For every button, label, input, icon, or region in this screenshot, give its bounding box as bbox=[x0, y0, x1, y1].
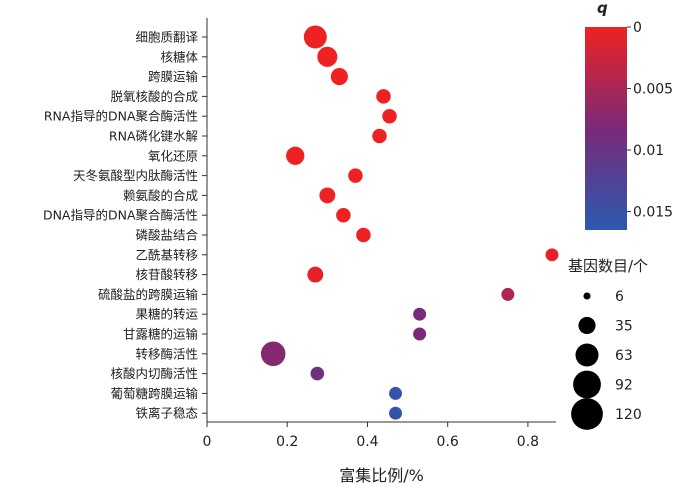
size-legend-title: 基因数目/个 bbox=[568, 257, 648, 275]
data-point bbox=[319, 187, 336, 204]
size-legend-label: 92 bbox=[615, 378, 633, 394]
colorbar-tick-label: 0.015 bbox=[633, 205, 673, 221]
size-legend-circle bbox=[573, 370, 601, 399]
size-legend-label: 63 bbox=[615, 348, 633, 364]
size-legend-circle bbox=[578, 316, 596, 335]
x-tick-label: 0.8 bbox=[517, 434, 539, 450]
x-tick-label: 0 bbox=[203, 434, 212, 450]
data-point bbox=[356, 227, 371, 243]
size-legend-label: 120 bbox=[615, 407, 642, 423]
colorbar bbox=[585, 27, 627, 230]
y-tick-label: 核酸内切酶活性 bbox=[110, 366, 198, 381]
data-point bbox=[501, 287, 515, 301]
y-tick-label: 跨膜运输 bbox=[148, 69, 199, 84]
y-tick-label: 细胞质翻译 bbox=[135, 30, 198, 45]
size-legend-circle bbox=[575, 343, 599, 367]
data-point bbox=[286, 146, 305, 165]
y-tick-label: 果糖的转运 bbox=[135, 307, 198, 322]
data-point bbox=[330, 68, 348, 86]
y-tick-label: 乙酰基转移 bbox=[135, 247, 198, 262]
y-tick-label: DNA指导的DNA聚合酶活性 bbox=[43, 208, 198, 223]
x-tick-label: 0.6 bbox=[437, 434, 459, 450]
data-point bbox=[389, 406, 403, 420]
data-point bbox=[413, 327, 427, 341]
x-tick-label: 0.4 bbox=[356, 434, 378, 450]
y-tick-label: 核糖体 bbox=[160, 49, 198, 64]
y-tick-label: 天冬氨酸型内肽酶活性 bbox=[73, 168, 198, 183]
data-point bbox=[545, 248, 559, 262]
y-tick-label: 甘露糖的运输 bbox=[123, 327, 199, 342]
x-tick-label: 0.2 bbox=[276, 434, 298, 450]
data-point bbox=[376, 89, 391, 104]
data-point bbox=[310, 366, 325, 381]
y-tick-label: 铁离子稳态 bbox=[135, 406, 198, 421]
data-point bbox=[336, 207, 351, 223]
y-tick-label: 氧化还原 bbox=[148, 148, 198, 163]
colorbar-tick-label: 0 bbox=[633, 20, 642, 36]
data-point bbox=[389, 386, 403, 400]
data-point bbox=[317, 46, 338, 67]
y-tick-label: 转移酶活性 bbox=[135, 346, 198, 361]
y-tick-label: RNA磷化键水解 bbox=[109, 129, 198, 144]
size-legend-label: 6 bbox=[615, 289, 624, 305]
y-tick-label: 硫酸盐的跨膜运输 bbox=[98, 287, 199, 302]
y-tick-label: 磷酸盐结合 bbox=[135, 228, 198, 243]
size-legend-label: 35 bbox=[615, 319, 633, 335]
data-point bbox=[382, 108, 397, 124]
size-legend-circle bbox=[583, 292, 591, 300]
y-tick-label: RNA指导的DNA聚合酶活性 bbox=[44, 109, 198, 124]
data-point bbox=[413, 307, 427, 321]
data-point bbox=[348, 168, 363, 183]
size-legend-circle bbox=[571, 398, 603, 430]
colorbar-title: q bbox=[597, 0, 608, 17]
y-tick-label: 赖氨酸的合成 bbox=[123, 188, 198, 203]
data-point bbox=[307, 266, 324, 283]
data-point bbox=[260, 341, 286, 367]
y-tick-label: 葡萄糖跨膜运输 bbox=[110, 386, 198, 401]
y-tick-label: 核苷酸转移 bbox=[135, 267, 198, 282]
data-point bbox=[303, 25, 327, 49]
x-axis-title: 富集比例/% bbox=[339, 466, 424, 485]
colorbar-tick-label: 0.005 bbox=[633, 82, 673, 98]
y-tick-label: 脱氧核酸的合成 bbox=[110, 89, 198, 104]
colorbar-tick-label: 0.01 bbox=[633, 143, 664, 159]
data-point bbox=[372, 128, 387, 144]
